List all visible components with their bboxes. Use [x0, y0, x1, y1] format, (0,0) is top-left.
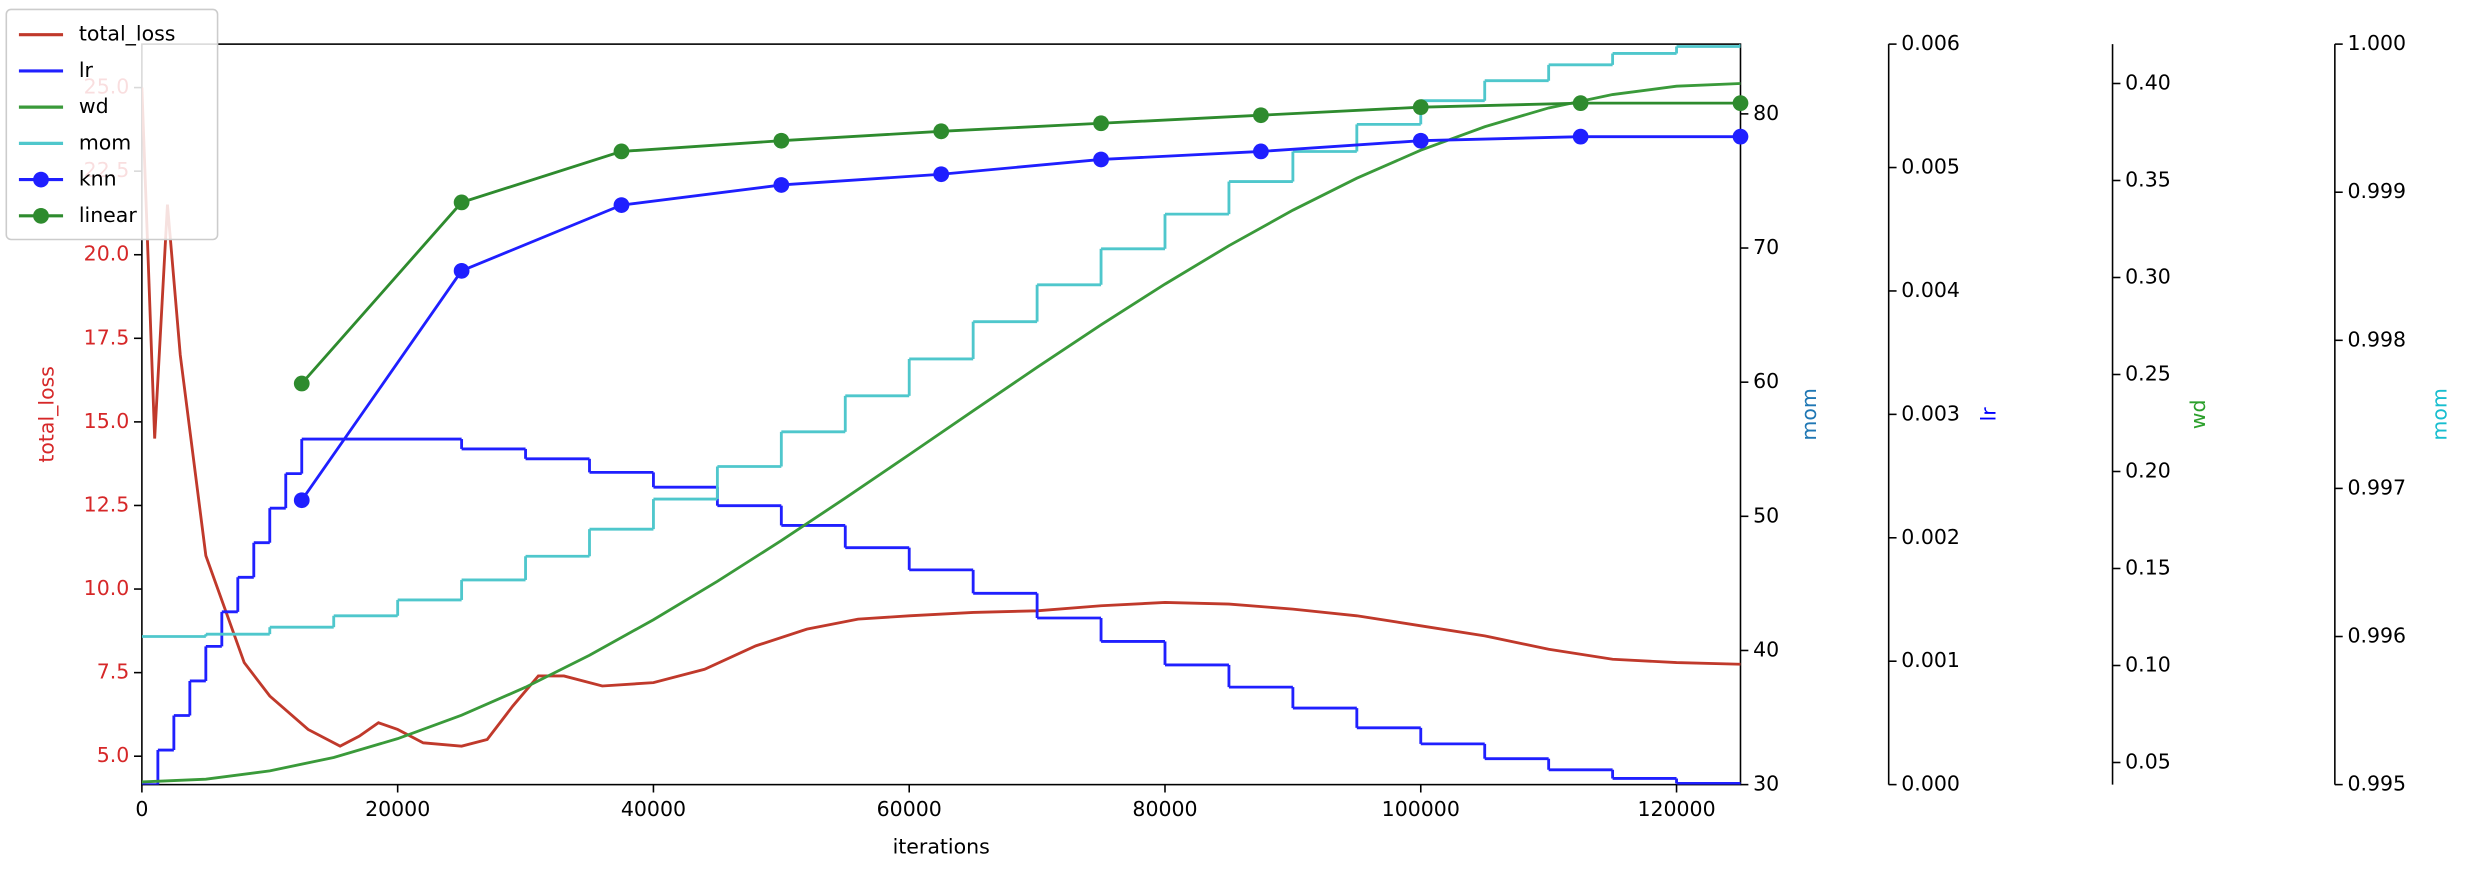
series-marker [773, 177, 790, 193]
y-tick-label: 1.000 [2347, 31, 2406, 55]
series-marker [933, 166, 950, 183]
legend-label: wd [79, 94, 109, 118]
y-tick-label: 0.997 [2347, 475, 2406, 499]
plot-area [141, 44, 1741, 785]
y-tick-label: 0.998 [2347, 327, 2406, 351]
series-line [300, 135, 1741, 502]
legend-label: total_loss [79, 22, 176, 47]
y-axis-label: mom [1797, 388, 1821, 440]
y-tick-label: 0.004 [1901, 278, 1960, 302]
y-tick-label: 0.006 [1901, 31, 1960, 55]
y-tick-label: 5.0 [97, 743, 130, 767]
series-marker [293, 492, 310, 509]
x-tick-label: 0 [135, 797, 148, 821]
y-tick-label: 0.20 [2125, 459, 2171, 483]
y-axis-label: wd [2186, 400, 2210, 430]
x-tick-label: 120000 [1637, 797, 1715, 821]
y-tick-label: 0.005 [1901, 155, 1960, 179]
series-marker [1253, 143, 1269, 160]
y-tick-label: 15.0 [84, 409, 130, 433]
legend-box [5, 8, 219, 241]
series-marker [1732, 128, 1749, 145]
series-line [300, 101, 1741, 385]
series-marker [933, 123, 950, 140]
y-tick-label: 70 [1753, 235, 1779, 259]
x-tick-label: 80000 [1132, 797, 1197, 821]
y-tick-label: 7.5 [97, 660, 130, 684]
series-marker [613, 143, 630, 160]
y-tick-label: 60 [1753, 369, 1779, 393]
x-tick-label: 60000 [877, 797, 942, 821]
y-tick-label: 17.5 [84, 325, 130, 349]
legend-label: linear [79, 203, 138, 227]
y-tick-label: 0.05 [2125, 750, 2171, 774]
y-tick-label: 20.0 [84, 242, 130, 266]
series-marker [453, 194, 470, 211]
y-tick-label: 0.001 [1901, 648, 1960, 672]
series-marker [1572, 128, 1589, 145]
y-tick-label: 0.35 [2125, 168, 2171, 192]
y-tick-label: 0.25 [2125, 362, 2171, 386]
legend-label: mom [79, 130, 131, 154]
series-marker [1412, 99, 1429, 116]
series-marker [1572, 95, 1589, 112]
x-tick-label: 100000 [1382, 797, 1460, 821]
y-tick-label: 0.40 [2125, 71, 2171, 95]
series-marker [1093, 115, 1109, 132]
y-axis-label: lr [1977, 407, 2001, 422]
series-marker [1253, 107, 1269, 124]
series-marker [293, 375, 310, 392]
y-tick-label: 12.5 [84, 492, 130, 516]
series-marker [1093, 151, 1109, 168]
y-tick-label: 50 [1753, 503, 1779, 527]
y-tick-label: 0.15 [2125, 556, 2171, 580]
y-tick-label: 0.995 [2347, 772, 2406, 796]
series-marker [1732, 95, 1749, 112]
y-tick-label: 0.003 [1901, 401, 1960, 425]
y-tick-label: 0.996 [2347, 624, 2406, 648]
y-tick-label: 80 [1753, 101, 1779, 125]
series-marker [613, 197, 630, 213]
y-tick-label: 0.999 [2347, 179, 2406, 203]
y-tick-label: 40 [1753, 637, 1779, 661]
y-tick-label: 10.0 [84, 576, 130, 600]
legend-marker [33, 171, 49, 188]
series-line [141, 87, 1741, 748]
series-marker [773, 132, 790, 149]
y-axis-label: total_loss [34, 366, 59, 463]
legend-label: lr [79, 58, 94, 82]
y-tick-label: 0.002 [1901, 525, 1960, 549]
y-axis-label: mom [2427, 388, 2451, 440]
x-axis-label: iterations [893, 835, 990, 859]
legend-label: knn [79, 167, 117, 191]
plot-frame [141, 43, 1742, 786]
series-marker [1412, 132, 1429, 149]
x-tick-label: 40000 [621, 797, 686, 821]
y-tick-label: 0.000 [1901, 772, 1960, 796]
series-marker [453, 262, 470, 279]
series-line [141, 82, 1741, 784]
y-tick-label: 0.30 [2125, 265, 2171, 289]
y-tick-label: 0.10 [2125, 653, 2171, 677]
legend-marker [33, 207, 49, 224]
x-tick-label: 20000 [365, 797, 430, 821]
y-tick-label: 30 [1753, 772, 1779, 796]
